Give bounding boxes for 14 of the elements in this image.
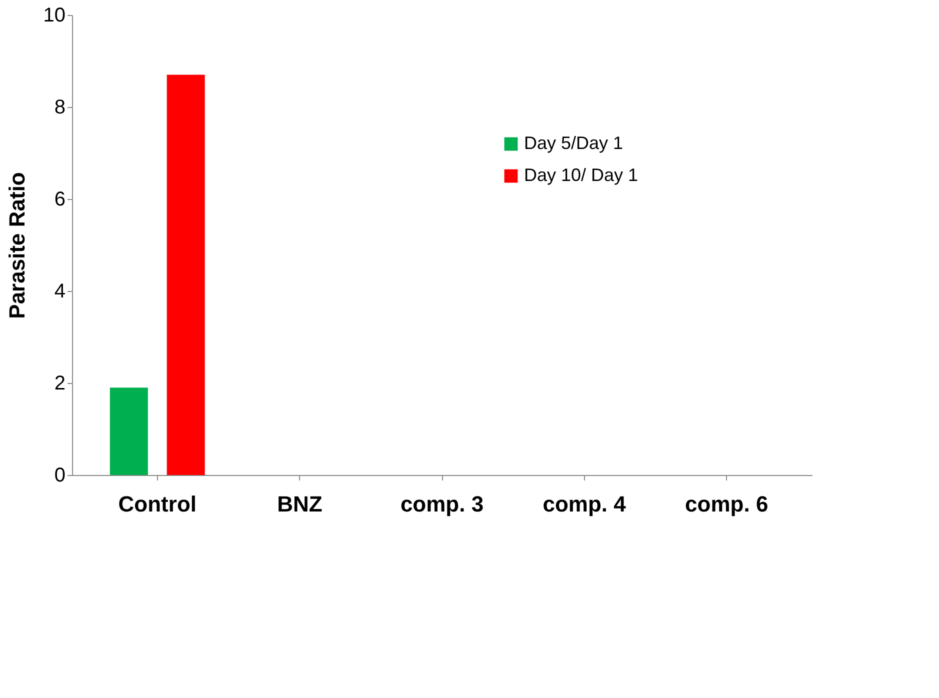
y-tick-label: 8 bbox=[54, 96, 66, 118]
x-tick-label: comp. 3 bbox=[400, 492, 484, 516]
x-tick-label: comp. 4 bbox=[542, 492, 627, 516]
y-tick-label: 10 bbox=[43, 4, 66, 26]
y-tick-label: 6 bbox=[54, 188, 66, 210]
legend-label: Day 5/Day 1 bbox=[524, 133, 624, 153]
y-tick-label: 4 bbox=[54, 280, 66, 302]
y-tick-label: 2 bbox=[54, 372, 66, 394]
y-axis-title: Parasite Ratio bbox=[4, 172, 30, 319]
x-tick-label: Control bbox=[118, 492, 196, 516]
x-tick-label: BNZ bbox=[277, 492, 322, 516]
y-tick-label: 0 bbox=[54, 464, 66, 486]
x-tick-label: comp. 6 bbox=[685, 492, 768, 516]
legend-label: Day 10/ Day 1 bbox=[524, 165, 638, 185]
